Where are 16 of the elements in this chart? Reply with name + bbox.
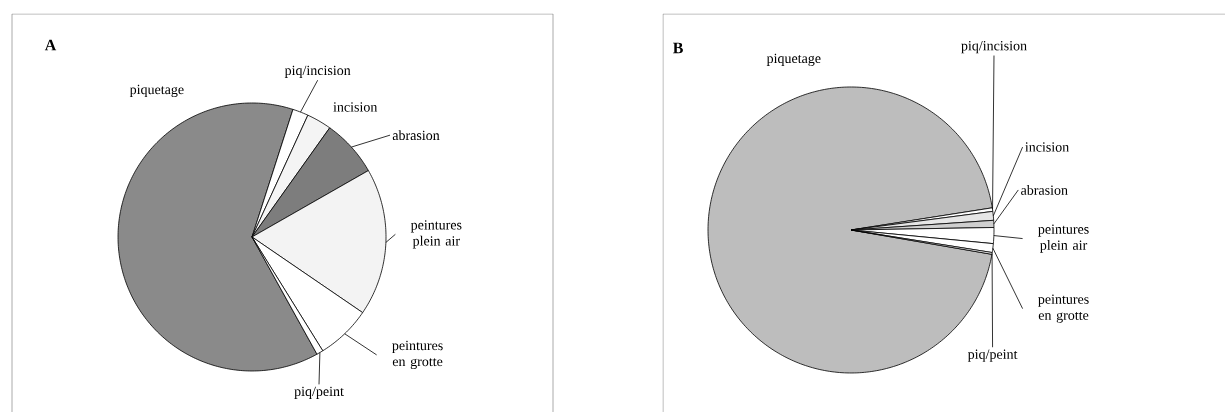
slice-label: peintures plein air	[410, 220, 462, 249]
slice-label: piq/peint	[294, 386, 344, 399]
chart-title: A	[44, 39, 57, 51]
slice-label: piquetage	[766, 53, 821, 66]
slice-label: incision	[1025, 142, 1069, 152]
slice-label: abrasion	[1021, 185, 1068, 195]
slice-label: peintures en grotte	[392, 340, 443, 370]
slice-label: piquetage	[129, 84, 184, 98]
slice-label: abrasion	[392, 130, 440, 141]
slice-label: piq/incision	[961, 41, 1027, 54]
slice-label: piq/incision	[284, 65, 351, 78]
slice-label: peintures plein air	[1038, 224, 1089, 253]
chart-title: B	[672, 42, 683, 54]
slice-label: incision	[333, 102, 378, 112]
slice-label: piq/peint	[967, 349, 1018, 362]
slice-label: peintures en grotte	[1038, 294, 1089, 323]
